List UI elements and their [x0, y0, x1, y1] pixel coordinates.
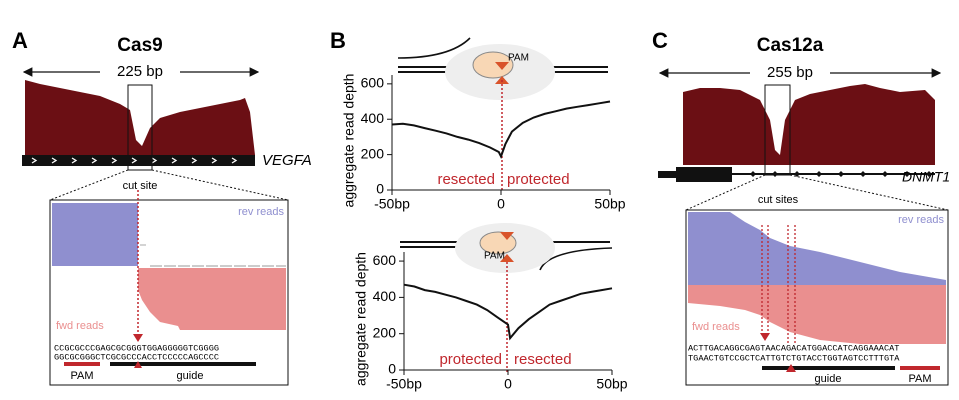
- panel-label: C: [652, 28, 668, 53]
- sequence: ACTTGACAGGCGAGTAACAGACATGGACCATCAGGAAACA…: [688, 343, 899, 353]
- cut-marker: [786, 364, 796, 372]
- pam-label: PAM: [508, 53, 529, 64]
- annotation: protected: [507, 171, 570, 188]
- pam-label: PAM: [70, 370, 93, 382]
- dna-end: [397, 37, 471, 59]
- y-tick-label: 600: [361, 75, 385, 91]
- pam-bar: [64, 362, 100, 366]
- x-tick-label: 0: [497, 196, 505, 212]
- exon: [658, 171, 676, 178]
- x-tick-label: -50bp: [386, 376, 422, 392]
- y-tick-label: 600: [373, 252, 397, 268]
- y-axis-label: aggregate read depth: [353, 252, 369, 386]
- cut-label: cut site: [123, 180, 158, 192]
- cut-marker: [760, 333, 770, 341]
- span-label: 225 bp: [117, 63, 163, 80]
- guide-bar: [762, 366, 895, 370]
- fwd-reads: [138, 268, 286, 330]
- coverage: [25, 80, 255, 155]
- cut-marker: [133, 334, 143, 342]
- y-axis-label: aggregate read depth: [341, 74, 357, 208]
- rev-reads: [52, 203, 138, 266]
- fwd-label: fwd reads: [692, 321, 740, 333]
- annotation: protected: [439, 351, 502, 368]
- zoom-frame: [49, 199, 289, 386]
- cut-label: cut sites: [758, 194, 799, 206]
- fwd-label: fwd reads: [56, 320, 104, 332]
- guide-label: guide: [177, 370, 204, 382]
- fwd-reads: [688, 285, 946, 344]
- pam-bar: [900, 366, 940, 370]
- panel-title: Cas9: [117, 35, 162, 56]
- gene-label: DNMT1: [902, 169, 950, 185]
- zoom-line: [49, 169, 129, 201]
- rev-label: rev reads: [898, 214, 944, 226]
- x-tick-label: -50bp: [374, 196, 410, 212]
- annotation: resected: [437, 171, 495, 188]
- rev-reads: [688, 212, 946, 285]
- span-label: 255 bp: [767, 64, 813, 81]
- panel-c: C Cas12a 255 bp DNMT1 cut sites rev read…: [652, 28, 950, 386]
- sequence: TGAACTGTCCGCTCATTGTCTGTACCTGGTAGTCCTTTGT…: [688, 353, 900, 363]
- gene-label: VEGFA: [262, 152, 312, 169]
- sequence: CCGCGCCCGAGCGCGGGTGGAGGGGGTCGGGG: [54, 343, 219, 353]
- chevrons: [31, 157, 238, 164]
- x-tick-label: 0: [504, 376, 512, 392]
- zoom-line: [789, 174, 949, 211]
- y-tick-label: 200: [373, 324, 397, 340]
- y-tick-label: 400: [373, 288, 397, 304]
- pam-label: PAM: [484, 251, 505, 262]
- cut-triangles: [495, 62, 509, 84]
- y-tick-label: 200: [361, 145, 385, 161]
- panel-label: A: [12, 28, 28, 53]
- panel-title: Cas12a: [757, 35, 824, 56]
- guide-label: guide: [815, 373, 842, 385]
- panel-a: A Cas9 225 bp VEGFA cut site rev reads f…: [12, 28, 312, 386]
- zoom-line: [151, 169, 289, 201]
- guide-bar: [110, 362, 256, 366]
- exon: [676, 167, 732, 182]
- dna-end: [539, 247, 613, 271]
- y-tick-label: 0: [376, 181, 384, 197]
- cut-triangles: [500, 232, 514, 262]
- zoom-box: [127, 84, 153, 171]
- pam-label: PAM: [908, 373, 931, 385]
- y-tick-label: 0: [388, 361, 396, 377]
- panel-label: B: [330, 28, 346, 53]
- zoom-frame: [685, 209, 949, 386]
- x-tick-label: 50bp: [594, 196, 625, 212]
- gene-bar: [22, 155, 255, 166]
- coverage: [683, 84, 935, 165]
- diamonds: [750, 171, 932, 177]
- line: [391, 100, 611, 159]
- cut-marker: [134, 361, 142, 368]
- line: [403, 283, 613, 341]
- zoom-line: [685, 174, 766, 211]
- rev-label: rev reads: [238, 206, 284, 218]
- y-tick-label: 400: [361, 110, 385, 126]
- sequence: GGCGCGGGCTCGCGCCCACCTCCCCCAGCCCC: [54, 352, 219, 362]
- annotation: resected: [514, 351, 572, 368]
- panel-b: B: [330, 28, 613, 372]
- cas9: [472, 51, 514, 79]
- x-tick-label: 50bp: [596, 376, 627, 392]
